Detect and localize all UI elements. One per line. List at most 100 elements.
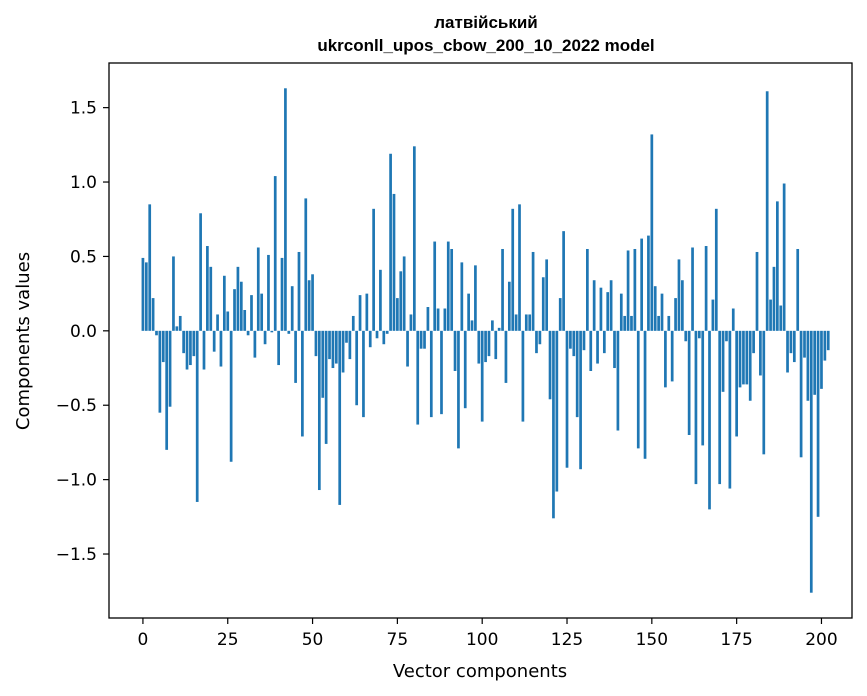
plot-frame <box>108 62 853 619</box>
bar-113 <box>524 314 528 331</box>
bar-168 <box>711 299 715 331</box>
bar-121 <box>552 330 555 519</box>
bar-21 <box>212 330 216 352</box>
bar-108 <box>507 281 511 331</box>
bar-149 <box>647 235 650 331</box>
bar-32 <box>250 295 253 331</box>
bar-184 <box>765 91 769 331</box>
bar-111 <box>518 204 521 331</box>
bar-144 <box>630 315 633 331</box>
bar-119 <box>545 259 549 331</box>
bar-96 <box>467 293 470 331</box>
bar-138 <box>609 280 613 331</box>
bar-200 <box>820 330 823 389</box>
bar-125 <box>565 330 569 468</box>
x-tick-label: 50 <box>302 630 324 650</box>
bar-115 <box>531 251 535 331</box>
bar-199 <box>816 330 820 517</box>
bar-67 <box>368 330 372 348</box>
bar-99 <box>477 330 481 364</box>
x-tick-label: 25 <box>217 630 239 650</box>
bar-198 <box>813 330 817 395</box>
y-axis-label: Components values <box>13 252 34 430</box>
bar-123 <box>558 298 562 331</box>
bar-52 <box>317 330 321 491</box>
bar-157 <box>674 298 677 331</box>
bar-106 <box>501 248 504 331</box>
bar-12 <box>182 330 185 354</box>
bar-105 <box>497 327 501 331</box>
bar-6 <box>161 330 165 363</box>
bar-50 <box>311 274 314 331</box>
bar-78 <box>406 330 409 367</box>
bar-179 <box>748 330 752 401</box>
bar-196 <box>806 330 810 401</box>
bar-147 <box>640 238 644 331</box>
bar-163 <box>694 330 698 485</box>
bar-127 <box>572 330 576 357</box>
bar-63 <box>355 330 359 406</box>
bar-19 <box>206 246 209 331</box>
bar-30 <box>243 310 247 331</box>
bar-36 <box>263 330 267 345</box>
bar-161 <box>687 330 691 435</box>
bar-192 <box>792 330 796 363</box>
bar-176 <box>738 330 742 388</box>
bar-97 <box>470 320 474 331</box>
bar-45 <box>294 330 297 383</box>
x-tick-label: 125 <box>551 630 583 650</box>
bar-18 <box>202 330 206 370</box>
bar-126 <box>569 330 572 349</box>
bar-5 <box>158 330 162 413</box>
bar-150 <box>650 134 654 331</box>
bar-141 <box>619 293 623 331</box>
bar-95 <box>463 330 467 409</box>
bar-131 <box>586 248 589 331</box>
bar-201 <box>823 330 827 361</box>
bar-55 <box>328 330 331 360</box>
bar-109 <box>511 208 515 331</box>
bar-167 <box>708 330 711 510</box>
bar-4 <box>155 330 158 336</box>
bar-48 <box>304 198 308 331</box>
bar-102 <box>487 330 491 357</box>
bar-87 <box>436 308 440 331</box>
bar-57 <box>334 330 338 364</box>
bar-72 <box>385 330 389 334</box>
bar-169 <box>714 208 718 331</box>
bar-142 <box>623 315 627 331</box>
bar-22 <box>216 314 219 331</box>
bar-49 <box>307 280 311 331</box>
bar-170 <box>718 330 722 485</box>
bar-104 <box>494 330 498 360</box>
bar-107 <box>504 330 508 383</box>
bar-154 <box>664 330 667 388</box>
bar-120 <box>548 330 552 400</box>
bar-9 <box>172 256 175 331</box>
bar-41 <box>280 257 284 331</box>
bar-89 <box>443 308 447 331</box>
y-tick-label: 0.5 <box>70 247 97 267</box>
bar-143 <box>626 250 630 331</box>
x-tick-label: 200 <box>805 630 837 650</box>
bar-39 <box>273 176 277 331</box>
x-tick-label: 75 <box>387 630 409 650</box>
bars-group <box>141 88 830 593</box>
bar-46 <box>297 251 301 331</box>
x-tick-label: 175 <box>720 630 752 650</box>
bar-64 <box>358 295 362 331</box>
bar-35 <box>260 293 264 331</box>
bar-118 <box>541 277 545 331</box>
bar-79 <box>409 314 413 331</box>
bar-174 <box>731 308 735 331</box>
bar-191 <box>789 330 793 354</box>
bar-15 <box>192 330 196 357</box>
bar-117 <box>538 330 542 345</box>
bar-152 <box>657 315 660 331</box>
bar-136 <box>602 330 606 354</box>
bar-84 <box>426 307 430 331</box>
bar-181 <box>755 251 759 331</box>
bar-10 <box>175 326 179 331</box>
bar-158 <box>677 259 681 331</box>
bar-24 <box>222 275 226 331</box>
